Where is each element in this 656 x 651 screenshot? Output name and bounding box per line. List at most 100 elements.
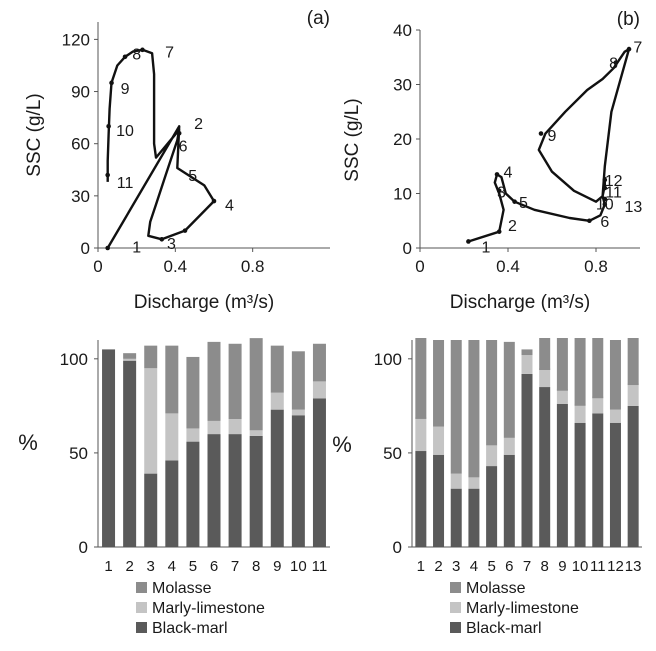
bar-segment-marly-limestone: [450, 473, 462, 489]
point-label: 9: [548, 128, 557, 145]
bar-segment-black-marl: [592, 413, 604, 547]
point-label: 11: [117, 175, 134, 192]
point-label: 7: [633, 39, 642, 56]
x-tick-label: 4: [470, 558, 478, 575]
x-tick-label: 0: [415, 257, 424, 276]
point-label: 4: [225, 198, 234, 215]
y-tick-label: 10: [393, 185, 412, 204]
legend-label: Black-marl: [152, 620, 228, 637]
bar-segment-black-marl: [144, 473, 158, 547]
bar-segment-marly-limestone: [165, 413, 179, 461]
x-tick-label: 2: [434, 558, 442, 575]
y-tick-label: 30: [71, 187, 90, 206]
bar-segment-marly-limestone: [415, 417, 427, 452]
bar-segment-molasse: [450, 340, 462, 474]
x-tick-label: 9: [273, 558, 281, 575]
bar-segment-black-marl: [207, 434, 221, 547]
y-tick-label: 0: [79, 538, 88, 557]
bar-segment-black-marl: [165, 460, 179, 547]
x-axis-label: Discharge (m³/s): [450, 292, 590, 313]
x-tick-label: 13: [625, 558, 642, 575]
point-label: 6: [179, 138, 188, 155]
point-label: 2: [194, 116, 203, 133]
panel-d: 1 2 3 4 5 6 7 8 9 10 11 12 13050100%MolasseMarly-lim…: [332, 338, 642, 637]
point-label: 10: [116, 123, 134, 140]
x-tick-label: 1: [417, 558, 425, 575]
legend: Molasse Marly-limestone Black-marl: [450, 580, 579, 637]
bar-segment-molasse: [144, 345, 158, 369]
x-tick-label: 0.4: [164, 257, 188, 276]
point-label: 3: [497, 184, 506, 201]
bar-segment-molasse: [468, 340, 480, 478]
y-tick-label: 0: [393, 538, 402, 557]
bar-segment-marly-limestone: [486, 445, 498, 467]
data-point: [538, 131, 544, 136]
bar-segment-molasse: [592, 338, 604, 399]
bar-segment-black-marl: [433, 454, 445, 547]
bar-segment-marly-limestone: [539, 368, 551, 388]
bar-segment-molasse: [207, 341, 221, 421]
y-tick-label: 120: [62, 30, 90, 49]
bar-segment-black-marl: [503, 454, 515, 547]
legend-label: Molasse: [466, 580, 526, 597]
bar-segment-molasse: [574, 338, 586, 406]
x-tick-label: 4: [168, 558, 176, 575]
bar-segment-black-marl: [186, 441, 200, 547]
point-label: 5: [519, 195, 528, 212]
data-point: [626, 46, 632, 52]
data-point: [496, 229, 502, 234]
bar-segment-molasse: [503, 341, 515, 438]
bar-segment-marly-limestone: [270, 392, 284, 410]
x-tick-label: 1: [104, 558, 112, 575]
bar-segment-molasse: [539, 338, 551, 370]
y-tick-label: 0: [403, 239, 412, 258]
data-point: [602, 196, 608, 202]
bar-segment-marly-limestone: [468, 477, 480, 489]
x-tick-label: 5: [189, 558, 197, 575]
point-label: 8: [132, 46, 141, 63]
bar-segment-marly-limestone: [207, 420, 221, 435]
x-axis-label: Discharge (m³/s): [134, 292, 274, 313]
y-tick-label: 60: [71, 135, 90, 154]
point-label: 7: [165, 45, 174, 62]
bar-segment-black-marl: [249, 435, 263, 547]
x-tick-label: 11: [590, 558, 606, 575]
legend-swatch-molasse: [136, 582, 147, 593]
data-point: [159, 237, 165, 242]
legend-label: Black-marl: [466, 620, 542, 637]
x-tick-label: 3: [147, 558, 155, 575]
x-tick-label: 10: [572, 558, 589, 575]
bar-segment-marly-limestone: [228, 419, 242, 435]
point-label: 3: [167, 236, 176, 253]
point-label: 13: [625, 199, 643, 216]
x-tick-label: 5: [487, 558, 495, 575]
x-tick-label: 0: [93, 257, 102, 276]
data-point: [496, 188, 502, 194]
x-tick-label: 10: [290, 558, 307, 575]
bar-segment-black-marl: [627, 405, 639, 547]
x-tick-label: 0.4: [496, 257, 520, 276]
bar-segment-marly-limestone: [144, 368, 158, 474]
x-tick-label: 0.8: [584, 257, 608, 276]
panel-a: 0 30 60 90 120 0 0.4 0.8 Discharge (m³/s) SSC (g/…: [24, 8, 330, 313]
x-tick-label: 9: [558, 558, 566, 575]
x-tick-label: 8: [541, 558, 549, 575]
bar-segment-black-marl: [574, 422, 586, 547]
data-point: [512, 199, 517, 204]
bar-segment-black-marl: [468, 488, 480, 547]
x-tick-label: 6: [505, 558, 513, 575]
bar-segment-molasse: [609, 340, 621, 410]
y-tick-label: 40: [393, 21, 412, 40]
legend: Molasse Marly-limestone Black-marl: [136, 580, 265, 637]
bar-segment-black-marl: [521, 373, 533, 547]
y-tick-label: 50: [69, 444, 88, 463]
bar-segment-molasse: [123, 353, 137, 359]
bar-segment-molasse: [486, 340, 498, 446]
x-tick-label: 6: [210, 558, 218, 575]
data-point: [211, 198, 217, 204]
bar-segment-marly-limestone: [592, 396, 604, 414]
y-tick-label: 30: [393, 76, 412, 95]
bar-segment-molasse: [270, 345, 284, 393]
y-tick-label: 20: [393, 130, 412, 149]
